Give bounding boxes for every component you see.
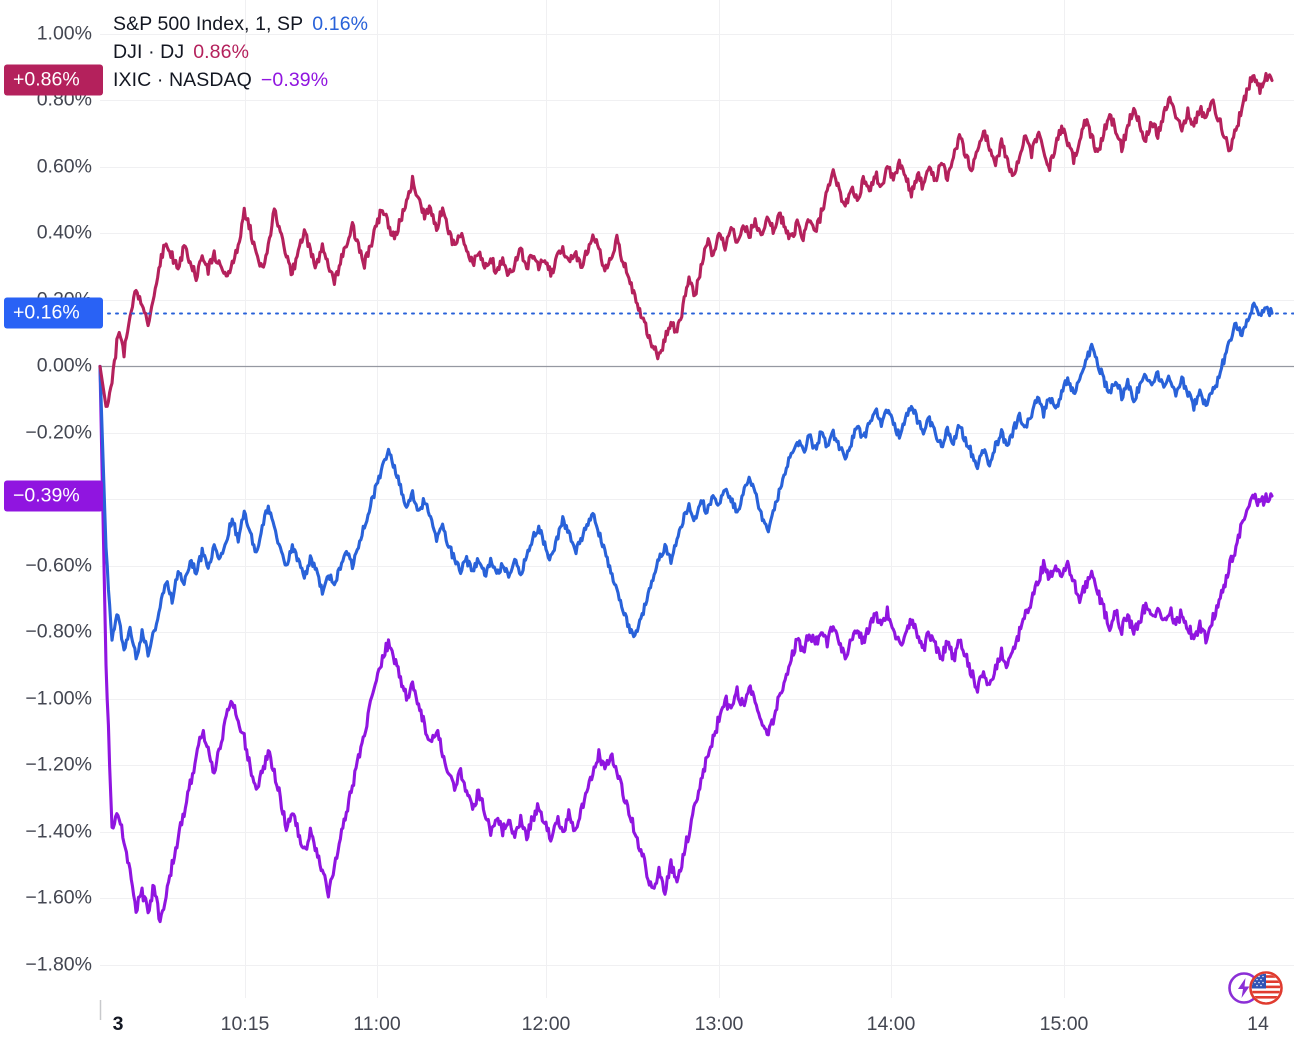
legend-label-dji: DJI · DJ [113,41,185,63]
y-axis-tick: 0.40% [36,221,92,244]
series-line [98,301,1274,661]
us-flag-icon [1249,971,1283,1005]
x-axis-tick: 3 [112,1013,124,1035]
legend-value-ixic: −0.39% [260,69,329,91]
legend-value-spx: 0.16% [312,13,369,35]
ixic-price-badge: −0.39% [4,480,103,512]
legend-label-spx: S&P 500 Index, 1, SP [113,13,304,35]
y-axis-tick: 0.60% [36,155,92,178]
y-axis-tick: −0.20% [25,421,92,444]
y-axis-tick: −1.40% [25,820,92,843]
y-axis-tick: −1.20% [25,753,92,776]
y-axis-tick: −0.60% [25,554,92,577]
y-axis-tick: 1.00% [36,22,92,45]
x-axis-tick: 14 [1247,1013,1269,1035]
x-axis-tick: 11:00 [353,1013,401,1035]
spx-price-badge: +0.16% [4,297,103,329]
y-axis-tick: 0.00% [36,354,92,377]
series-line [98,71,1274,408]
exchange-logos [1222,968,1288,1008]
y-axis-tick: −0.80% [25,620,92,643]
y-axis-tick: −1.00% [25,687,92,710]
chart-legend: S&P 500 Index, 1, SP 0.16% DJI · DJ 0.86% … [113,10,368,94]
y-axis-tick: −1.60% [25,886,92,909]
legend-label-ixic: IXIC · NASDAQ [113,69,252,91]
x-axis-tick: 13:00 [694,1013,744,1035]
y-axis-tick: −1.80% [25,953,92,976]
legend-item-ixic[interactable]: IXIC · NASDAQ −0.39% [113,66,368,94]
legend-item-spx[interactable]: S&P 500 Index, 1, SP 0.16% [113,10,368,38]
x-axis-tick: 10:15 [220,1013,270,1035]
legend-value-dji: 0.86% [193,41,250,63]
series-line [98,364,1274,924]
x-axis-tick: 15:00 [1039,1013,1089,1035]
x-axis-tick: 12:00 [521,1013,571,1035]
x-axis-tick: 14:00 [866,1013,916,1035]
legend-item-dji[interactable]: DJI · DJ 0.86% [113,38,368,66]
dji-price-badge: +0.86% [4,64,103,96]
